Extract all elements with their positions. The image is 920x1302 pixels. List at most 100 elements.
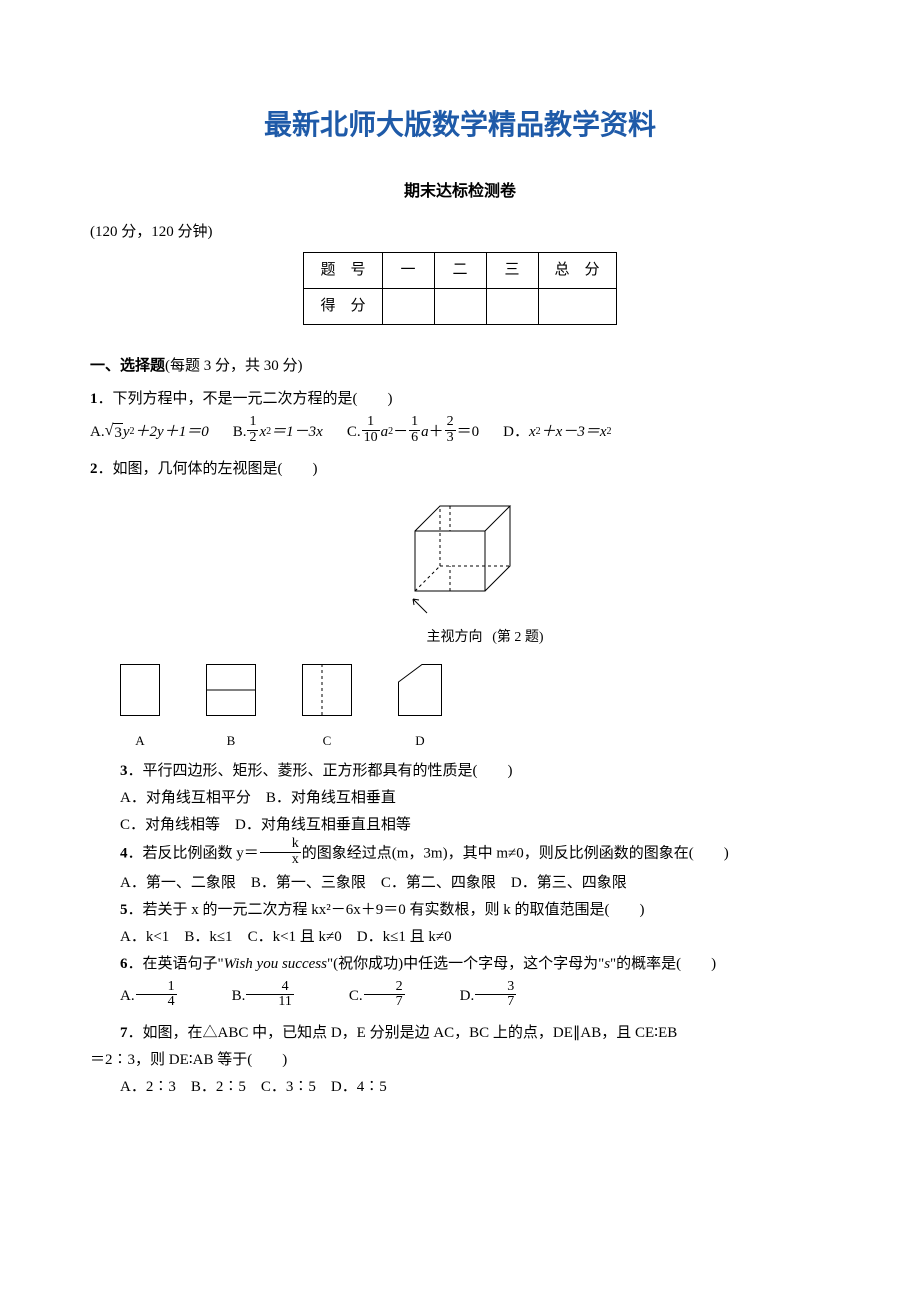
q2-choice-a: A — [120, 664, 160, 752]
opt: C．3∶5 — [261, 1079, 316, 1095]
opt: A．对角线互相平分 — [120, 790, 251, 806]
opt: B．对角线互相垂直 — [266, 790, 396, 806]
opt-c: C.27 — [319, 982, 406, 1012]
cell: 题 号 — [304, 253, 382, 289]
opt-d: D.37 — [430, 982, 518, 1012]
numerator: 1 — [409, 415, 420, 431]
q-num: 3 — [120, 763, 128, 779]
fraction: 16 — [409, 415, 420, 445]
numerator: 1 — [247, 415, 258, 431]
q1-options: A. √3y2＋2y＋1＝0 B. 12x2＝1－3x C. 110a2－ 16… — [90, 417, 830, 447]
rect-icon — [120, 664, 160, 716]
cell: 一 — [382, 253, 434, 289]
opt: C．对角线相等 — [120, 817, 220, 833]
var: y — [123, 419, 130, 446]
subtitle: 期末达标检测卷 — [90, 178, 830, 207]
opt: D．第三、四象限 — [511, 875, 627, 891]
q7-line1: 7．如图，在△ABC 中，已知点 D，E 分别是边 AC，BC 上的点，DE∥A… — [90, 1020, 830, 1047]
op: ＋ — [429, 419, 444, 446]
label: A. — [90, 983, 135, 1010]
var: a — [421, 419, 429, 446]
table-row: 得 分 — [304, 289, 616, 325]
q2-figure — [90, 491, 830, 621]
cell — [538, 289, 616, 325]
denominator: 2 — [247, 431, 258, 446]
cell — [434, 289, 486, 325]
expr: ＋x－3＝ — [541, 419, 600, 446]
q-num: 6 — [120, 956, 128, 972]
cell — [486, 289, 538, 325]
q6-stem: 6．在英语句子"Wish you success"(祝你成功)中任选一个字母，这… — [90, 951, 830, 978]
q-num: 1 — [90, 391, 98, 407]
opt: B．2∶5 — [191, 1079, 246, 1095]
q3-opts-1: A．对角线互相平分 B．对角线互相垂直 — [90, 785, 830, 812]
view-direction-label: 主视方向 — [426, 630, 482, 645]
section-heading: 一、选择题(每题 3 分，共 30 分) — [90, 353, 830, 380]
opt: D．k≤1 且 k≠0 — [357, 929, 452, 945]
denominator: 4 — [136, 995, 177, 1010]
q4-stem: 4．若反比例函数 y＝kx的图象经过点(m，3m)，其中 m≠0，则反比例函数的… — [90, 839, 830, 869]
var: x — [259, 419, 266, 446]
q5-stem: 5．若关于 x 的一元二次方程 kx²－6x＋9＝0 有实数根，则 k 的取值范… — [90, 897, 830, 924]
q1-opt-b: B. 12x2＝1－3x — [233, 417, 323, 447]
fraction: 23 — [445, 415, 456, 445]
label: B. — [202, 983, 246, 1010]
fraction: 37 — [475, 980, 516, 1010]
opt: B．第一、三象限 — [251, 875, 366, 891]
cell — [382, 289, 434, 325]
q-num: 5 — [120, 902, 128, 918]
opt: D．4∶5 — [331, 1079, 387, 1095]
t: ．在英语句子" — [128, 956, 224, 972]
var: x — [600, 419, 607, 446]
q-num: 2 — [90, 461, 98, 477]
q1-opt-a: A. √3y2＋2y＋1＝0 — [90, 419, 209, 446]
exam-time: (120 分，120 分钟) — [90, 219, 830, 246]
cell: 总 分 — [538, 253, 616, 289]
main-title: 最新北师大版数学精品教学资料 — [90, 100, 830, 150]
expr: ＋2y＋1＝0 — [135, 419, 209, 446]
label: D. — [430, 983, 475, 1010]
numerator: 2 — [364, 980, 405, 996]
expr: ＝0 — [457, 419, 480, 446]
fraction: 12 — [247, 415, 258, 445]
label: D． — [503, 419, 529, 446]
q1-stem: 1．下列方程中，不是一元二次方程的是( ) — [90, 386, 830, 413]
fraction: 27 — [364, 980, 405, 1010]
numerator: 2 — [445, 415, 456, 431]
q-num: 4 — [120, 846, 128, 862]
q2-caption: 主视方向 (第 2 题) — [90, 625, 830, 650]
choice-label: A — [120, 729, 160, 752]
expr: ＝1－3x — [271, 419, 323, 446]
q5-opts: A．k<1 B．k≤1 C．k<1 且 k≠0 D．k≤1 且 k≠0 — [90, 924, 830, 951]
q2-choice-c: C — [302, 664, 352, 752]
q2-stem: 2．如图，几何体的左视图是( ) — [90, 456, 830, 483]
numerator: 1 — [136, 980, 177, 996]
label: C. — [347, 419, 361, 446]
cell: 二 — [434, 253, 486, 289]
q-text: ．如图，几何体的左视图是( ) — [98, 461, 318, 477]
choice-label: D — [398, 729, 442, 752]
table-row: 题 号 一 二 三 总 分 — [304, 253, 616, 289]
opt: A．k<1 — [120, 929, 169, 945]
denominator: x — [260, 853, 301, 868]
rect-vline-icon — [302, 664, 352, 716]
op: － — [393, 419, 408, 446]
opt: B．k≤1 — [184, 929, 232, 945]
figure-number: (第 2 题) — [492, 630, 543, 645]
fraction: 110 — [362, 415, 380, 445]
q2-choice-b: B — [206, 664, 256, 752]
opt-b: B.411 — [202, 982, 295, 1012]
q-text-post: 的图象经过点(m，3m)，其中 m≠0，则反比例函数的图象在( ) — [302, 846, 729, 862]
denominator: 10 — [362, 431, 380, 446]
t: "的概率是( ) — [610, 956, 716, 972]
denominator: 11 — [246, 995, 293, 1010]
q-num: 7 — [120, 1025, 128, 1041]
label: C. — [319, 983, 363, 1010]
q-text: ．如图，在△ABC 中，已知点 D，E 分别是边 AC，BC 上的点，DE∥AB… — [128, 1025, 678, 1041]
t: "(祝你成功)中任选一个字母，这个字母为" — [327, 956, 604, 972]
opt-a: A.14 — [90, 982, 178, 1012]
denominator: 7 — [475, 995, 516, 1010]
q4-opts: A．第一、二象限 B．第一、三象限 C．第二、四象限 D．第三、四象限 — [90, 870, 830, 897]
choice-label: C — [302, 729, 352, 752]
q2-choices: A B C D — [120, 664, 830, 752]
